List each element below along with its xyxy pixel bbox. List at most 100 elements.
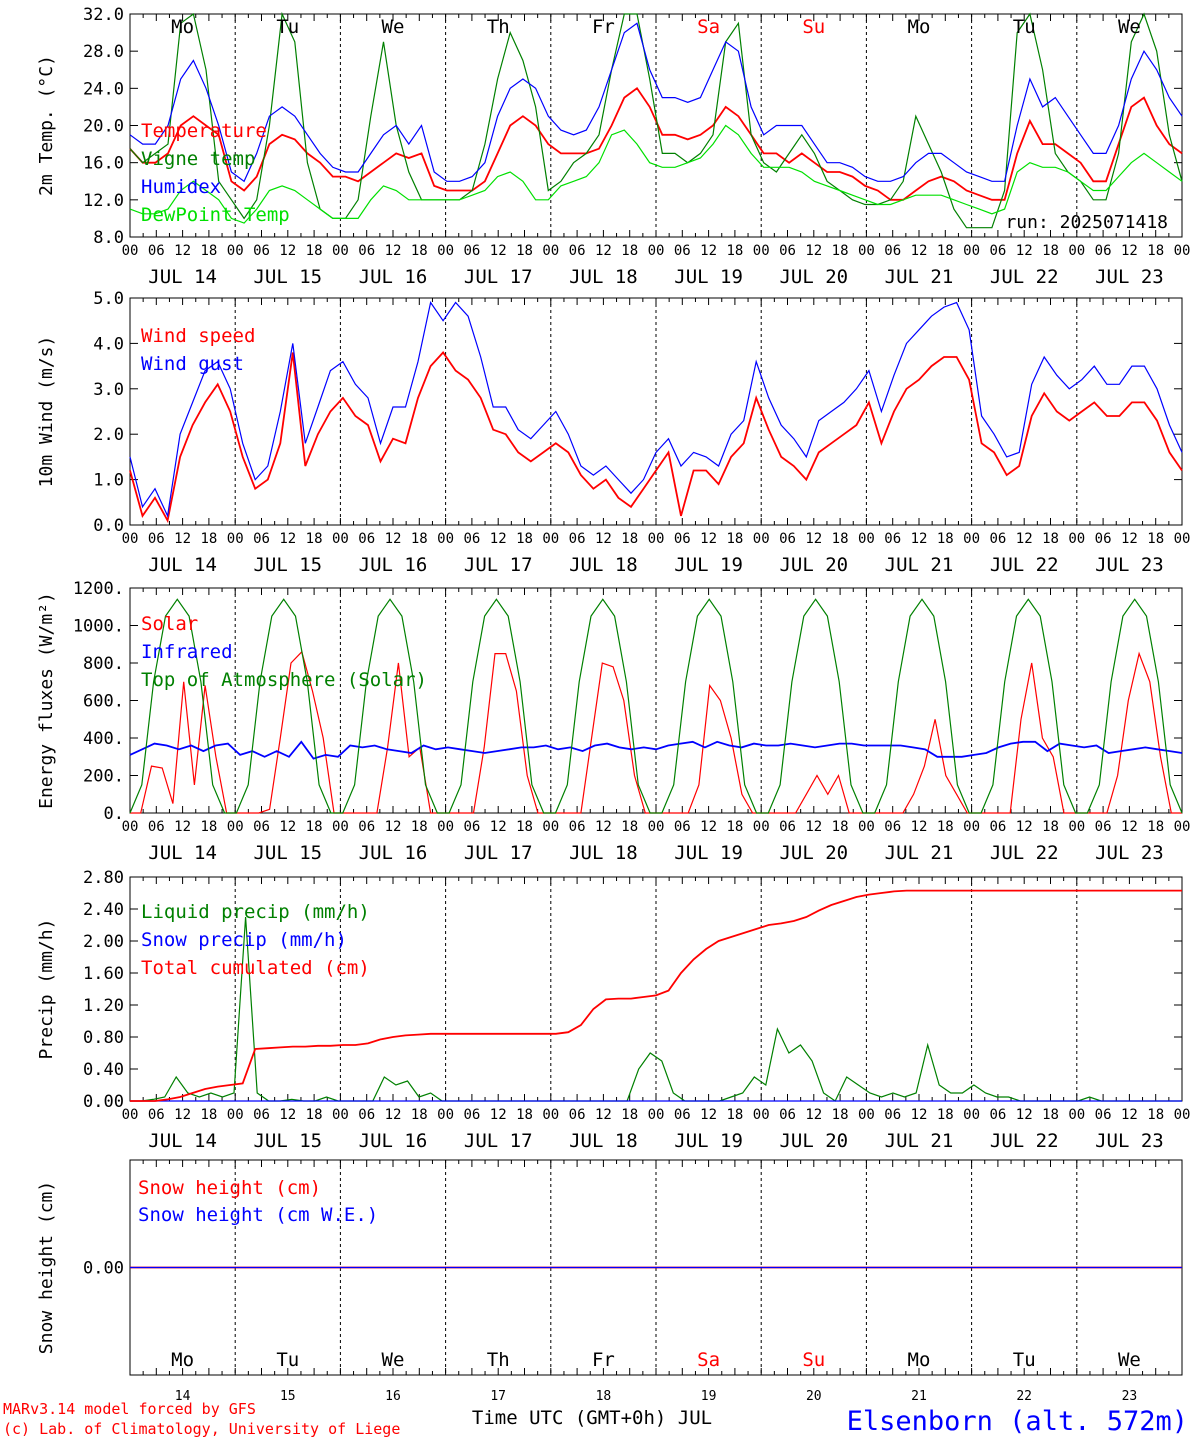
hour-label: 12 [279, 531, 296, 547]
hour-label: 18 [200, 819, 217, 835]
day-number: 17 [490, 1389, 506, 1404]
date-label: JUL 16 [359, 554, 428, 576]
hour-label: 12 [1121, 243, 1138, 259]
date-label: JUL 18 [569, 554, 638, 576]
date-label: JUL 16 [359, 842, 428, 864]
y-tick-label: 32.0 [83, 5, 124, 25]
hour-label: 00 [1174, 1107, 1191, 1123]
weekday-label: Su [802, 1349, 825, 1371]
date-label: JUL 15 [253, 554, 322, 576]
x-axis-title: Time UTC (GMT+0h) JUL [472, 1407, 712, 1429]
weekday-label: Su [802, 16, 825, 38]
hour-label: 00 [858, 819, 875, 835]
hour-label: 00 [1174, 243, 1191, 259]
hour-label: 00 [858, 1107, 875, 1123]
legend-entry: Humidex [141, 176, 221, 198]
hour-label: 12 [385, 531, 402, 547]
y-tick-label: 2.0 [93, 425, 124, 445]
weekday-label: Mo [908, 16, 931, 38]
y-tick-label: 1000. [73, 617, 124, 637]
weekday-label: Fr [592, 1349, 615, 1371]
hour-label: 18 [306, 531, 323, 547]
hour-label: 06 [253, 1107, 270, 1123]
date-label: JUL 23 [1095, 554, 1164, 576]
hour-label: 12 [174, 243, 191, 259]
hour-label: 00 [122, 531, 139, 547]
date-label: JUL 22 [990, 554, 1059, 576]
y-tick-label: 3.0 [93, 380, 124, 400]
weekday-label: Fr [592, 16, 615, 38]
hour-label: 06 [989, 531, 1006, 547]
hour-label: 12 [595, 819, 612, 835]
hour-label: 12 [174, 531, 191, 547]
hour-label: 12 [174, 1107, 191, 1123]
hour-label: 12 [1016, 531, 1033, 547]
y-tick-label: 1.60 [83, 964, 124, 984]
hour-label: 00 [753, 1107, 770, 1123]
date-label: JUL 18 [569, 266, 638, 288]
legend-entry: Top of Atmosphere (Solar) [141, 669, 427, 691]
hour-label: 18 [1147, 819, 1164, 835]
hour-label: 06 [148, 1107, 165, 1123]
hour-label: 00 [753, 531, 770, 547]
hour-label: 06 [569, 243, 586, 259]
hour-label: 00 [542, 819, 559, 835]
weekday-label: We [1118, 1349, 1141, 1371]
hour-label: 00 [963, 531, 980, 547]
day-number: 23 [1122, 1389, 1138, 1404]
y-axis-title: Precip (mm/h) [36, 919, 57, 1060]
hour-label: 06 [884, 531, 901, 547]
date-label: JUL 14 [148, 554, 217, 576]
series-line [129, 301, 1183, 518]
hour-label: 06 [148, 819, 165, 835]
hour-label: 06 [463, 243, 480, 259]
hour-label: 18 [1042, 243, 1059, 259]
date-label: JUL 14 [148, 266, 217, 288]
day-number: 15 [280, 1389, 296, 1404]
weekday-label: Tu [1013, 16, 1036, 38]
hour-label: 18 [1147, 243, 1164, 259]
hour-label: 12 [279, 819, 296, 835]
day-number: 20 [806, 1389, 822, 1404]
y-axis-title: Snow height (cm) [36, 1181, 57, 1354]
hour-label: 00 [227, 819, 244, 835]
date-label: JUL 15 [253, 1130, 322, 1152]
hour-label: 06 [253, 531, 270, 547]
hour-label: 12 [805, 819, 822, 835]
hour-label: 06 [463, 819, 480, 835]
series-line [129, 22, 1183, 183]
weekday-label: Mo [908, 1349, 931, 1371]
hour-label: 00 [122, 1107, 139, 1123]
hour-label: 12 [700, 243, 717, 259]
hour-label: 18 [621, 531, 638, 547]
weekday-label: Th [487, 1349, 510, 1371]
hour-label: 06 [569, 531, 586, 547]
hour-label: 06 [358, 531, 375, 547]
hour-label: 18 [726, 1107, 743, 1123]
hour-label: 12 [1121, 819, 1138, 835]
hour-label: 18 [937, 1107, 954, 1123]
hour-label: 12 [1016, 243, 1033, 259]
date-label: JUL 19 [674, 1130, 743, 1152]
hour-label: 18 [411, 243, 428, 259]
hour-label: 00 [963, 1107, 980, 1123]
hour-label: 18 [726, 819, 743, 835]
hour-label: 06 [884, 1107, 901, 1123]
hour-label: 12 [490, 819, 507, 835]
hour-label: 18 [516, 531, 533, 547]
series-line [130, 889, 1182, 1102]
series-line [129, 598, 1183, 814]
hour-label: 06 [779, 531, 796, 547]
hour-label: 12 [490, 531, 507, 547]
hour-label: 06 [253, 243, 270, 259]
hour-label: 12 [385, 1107, 402, 1123]
weekday-label: Mo [171, 16, 194, 38]
hour-label: 00 [227, 531, 244, 547]
hour-label: 12 [700, 531, 717, 547]
hour-label: 18 [726, 243, 743, 259]
date-label: JUL 21 [885, 1130, 954, 1152]
weekday-label: Th [487, 16, 510, 38]
legend-entry: Temperature [141, 120, 267, 142]
hour-label: 12 [911, 243, 928, 259]
hour-label: 12 [1016, 1107, 1033, 1123]
